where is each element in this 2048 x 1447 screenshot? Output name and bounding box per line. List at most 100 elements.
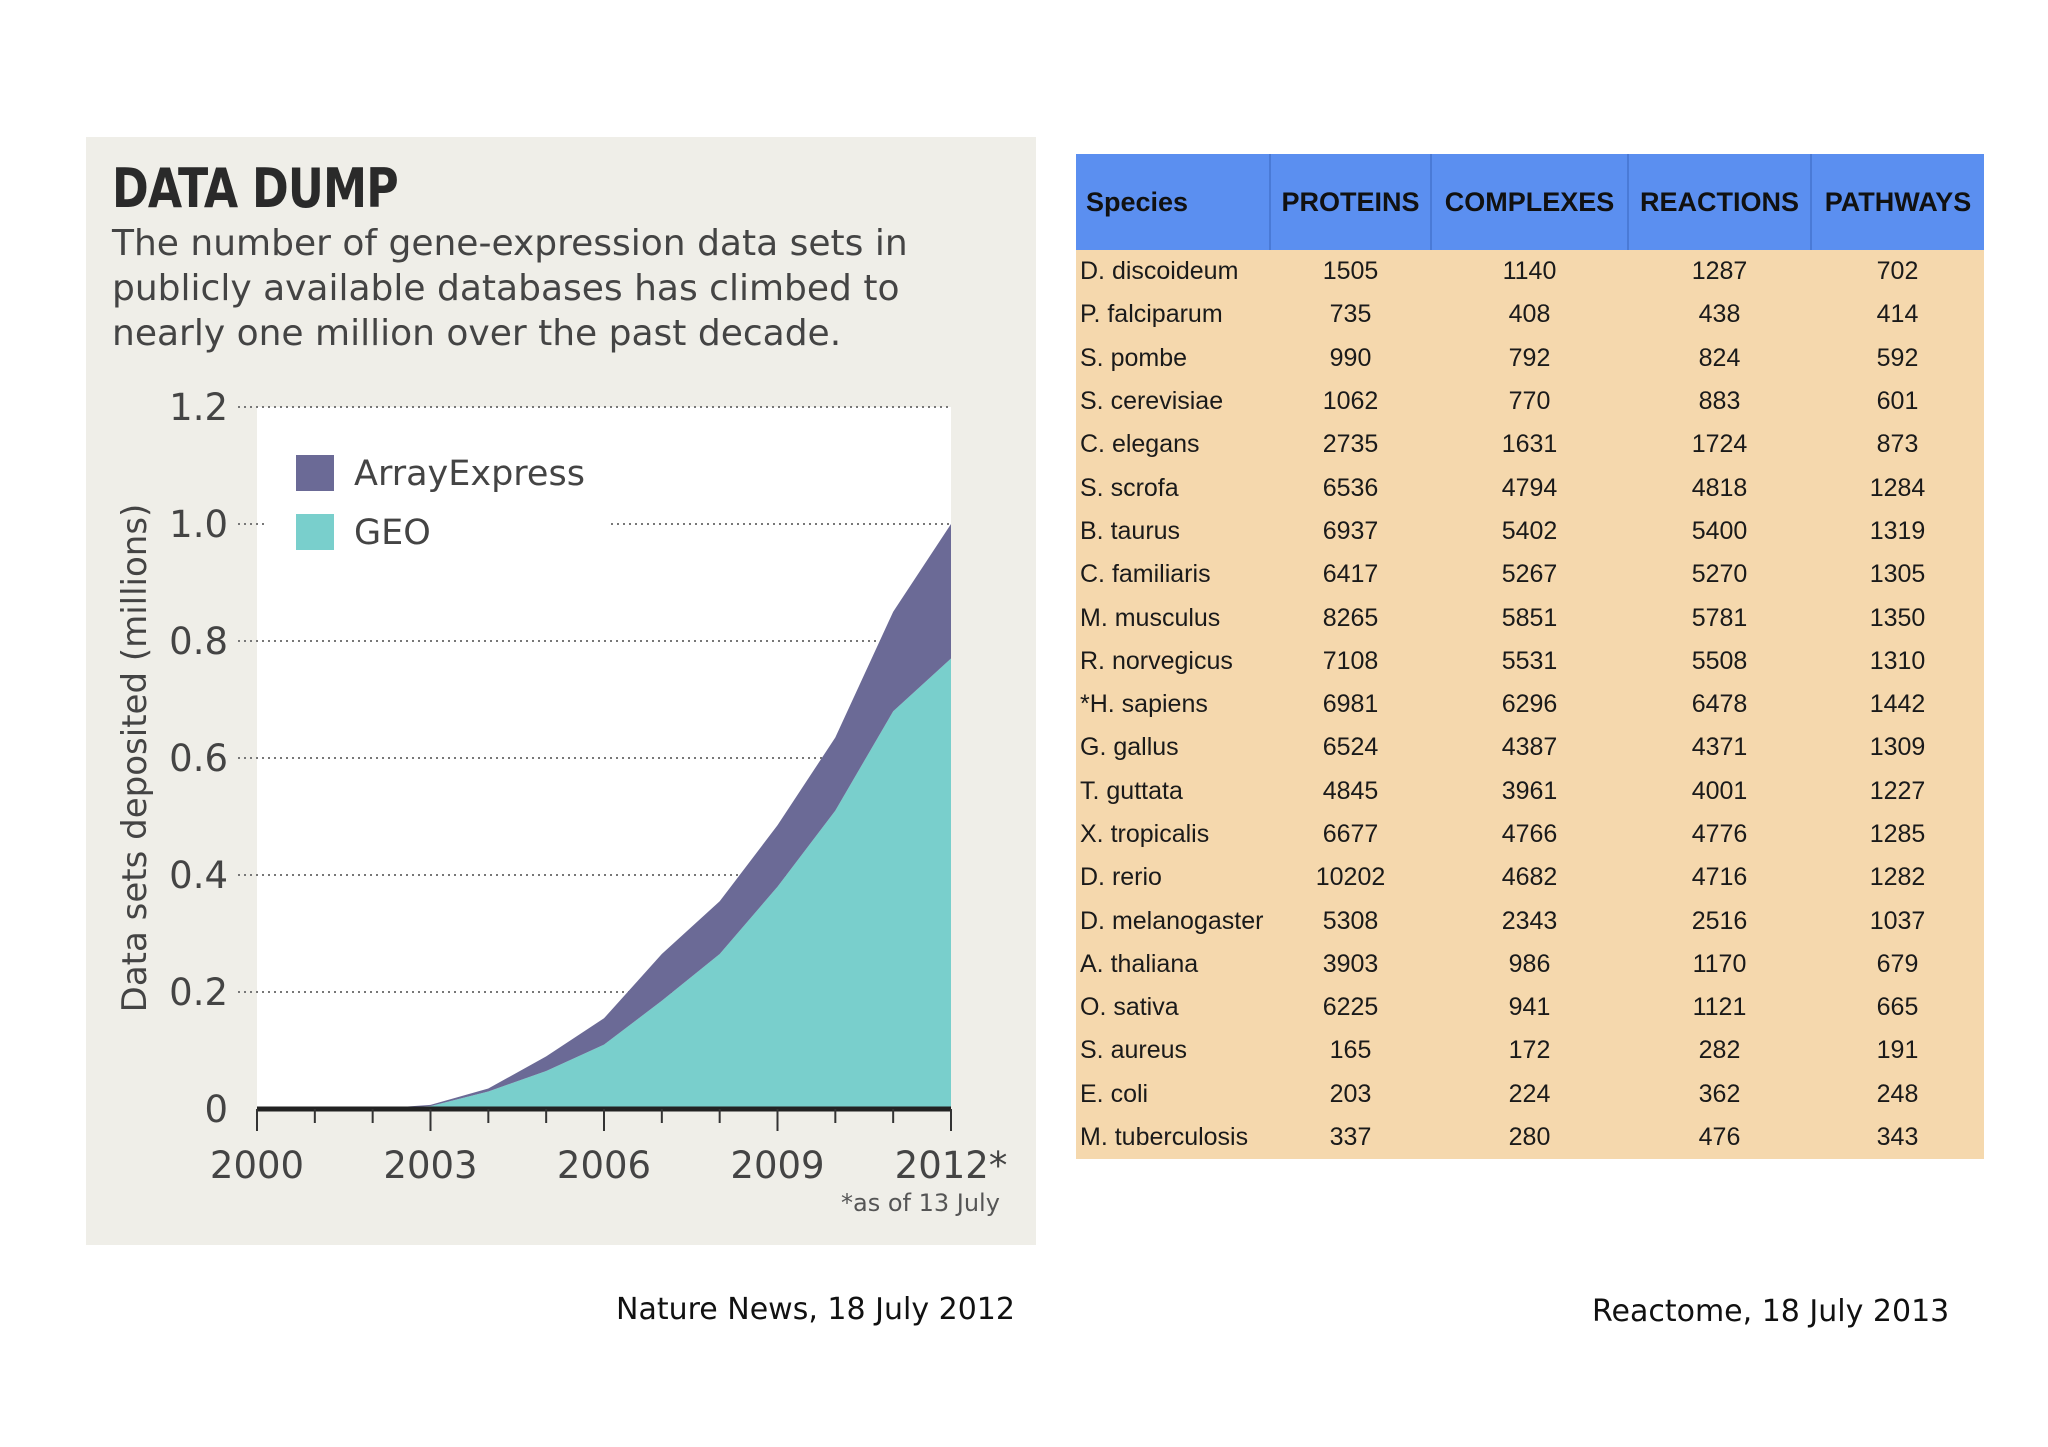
species-cell: A. thaliana: [1076, 942, 1270, 987]
table-row: D. rerio 10202 4682 4716 1282: [1076, 856, 1984, 900]
count-cell-reactions: 883: [1628, 379, 1811, 424]
table-row: S. scrofa 6536 4794 4818 1284: [1076, 466, 1984, 510]
count-cell-complexes: 1140: [1431, 250, 1628, 294]
species-cell: M. musculus: [1076, 596, 1270, 640]
count-cell-reactions: 6478: [1628, 682, 1811, 727]
count-cell-proteins: 1505: [1270, 250, 1431, 294]
count-cell-complexes: 5531: [1431, 639, 1628, 683]
species-cell: D. rerio: [1076, 856, 1270, 900]
count-cell-pathways: 414: [1811, 293, 1984, 337]
count-cell-reactions: 438: [1628, 293, 1811, 337]
table-row: M. musculus 8265 5851 5781 1350: [1076, 596, 1984, 640]
count-cell-pathways: 1309: [1811, 726, 1984, 770]
count-cell-proteins: 6981: [1270, 682, 1431, 727]
table-row: T. guttata 4845 3961 4001 1227: [1076, 769, 1984, 813]
table-row: S. cerevisiae 1062 770 883 601: [1076, 379, 1984, 424]
count-cell-complexes: 5267: [1431, 553, 1628, 597]
count-cell-complexes: 1631: [1431, 423, 1628, 467]
count-cell-proteins: 1062: [1270, 379, 1431, 424]
table-row: M. tuberculosis 337 280 476 343: [1076, 1115, 1984, 1160]
count-cell-proteins: 6536: [1270, 466, 1431, 510]
x-tick-label-2012*: 2012*: [895, 1144, 1008, 1187]
count-cell-reactions: 1170: [1628, 942, 1811, 987]
count-cell-complexes: 4794: [1431, 466, 1628, 510]
legend-swatch-arrayexpress: [296, 455, 334, 491]
table-row: X. tropicalis 6677 4766 4776 1285: [1076, 812, 1984, 857]
count-cell-proteins: 8265: [1270, 596, 1431, 640]
count-cell-complexes: 280: [1431, 1115, 1628, 1160]
species-cell: M. tuberculosis: [1076, 1115, 1270, 1160]
count-cell-pathways: 665: [1811, 986, 1984, 1030]
species-cell: C. familiaris: [1076, 553, 1270, 597]
table-row: B. taurus 6937 5402 5400 1319: [1076, 509, 1984, 554]
count-cell-complexes: 408: [1431, 293, 1628, 337]
species-cell: E. coli: [1076, 1072, 1270, 1116]
count-cell-pathways: 191: [1811, 1029, 1984, 1073]
table-row: *H. sapiens 6981 6296 6478 1442: [1076, 682, 1984, 727]
x-tick-label-2003: 2003: [383, 1144, 477, 1187]
species-cell: R. norvegicus: [1076, 639, 1270, 683]
table-row: C. elegans 2735 1631 1724 873: [1076, 423, 1984, 467]
chart-footnote: *as of 13 July: [841, 1189, 1000, 1217]
species-cell: X. tropicalis: [1076, 812, 1270, 857]
chart-subtitle: The number of gene-expression data sets …: [112, 223, 908, 354]
count-cell-reactions: 4001: [1628, 769, 1811, 813]
count-cell-pathways: 1350: [1811, 596, 1984, 640]
count-cell-complexes: 941: [1431, 986, 1628, 1030]
species-cell: G. gallus: [1076, 726, 1270, 770]
legend-swatch-geo: [296, 514, 334, 550]
count-cell-reactions: 362: [1628, 1072, 1811, 1116]
species-cell: S. scrofa: [1076, 466, 1270, 510]
caption-nature-news: Nature News, 18 July 2012: [616, 1292, 1015, 1327]
gene-expression-area-chart: ArrayExpress GEO 2000 2003 2006 2009 2012* 0 0.2…: [115, 386, 1008, 1187]
count-cell-proteins: 6225: [1270, 986, 1431, 1030]
count-cell-reactions: 4818: [1628, 466, 1811, 510]
count-cell-complexes: 770: [1431, 379, 1628, 424]
count-cell-reactions: 2516: [1628, 899, 1811, 943]
column-header-proteins: PROTEINS: [1270, 154, 1432, 250]
count-cell-proteins: 7108: [1270, 639, 1431, 683]
count-cell-pathways: 1285: [1811, 812, 1984, 857]
species-cell: D. melanogaster: [1076, 899, 1270, 943]
column-header-reactions: REACTIONS: [1628, 154, 1812, 250]
species-cell: B. taurus: [1076, 509, 1270, 554]
legend-label-geo: GEO: [354, 513, 431, 553]
table-row: A. thaliana 3903 986 1170 679: [1076, 942, 1984, 987]
count-cell-proteins: 3903: [1270, 942, 1431, 987]
count-cell-pathways: 1282: [1811, 856, 1984, 900]
count-cell-reactions: 282: [1628, 1029, 1811, 1073]
y-tick-label-1.2: 1.2: [169, 386, 228, 429]
count-cell-proteins: 990: [1270, 336, 1431, 380]
count-cell-proteins: 735: [1270, 293, 1431, 337]
count-cell-reactions: 1121: [1628, 986, 1811, 1030]
count-cell-proteins: 6417: [1270, 553, 1431, 597]
reactome-table-container: Species PROTEINS COMPLEXES REACTIONS PATHWAY…: [1076, 154, 1984, 1160]
count-cell-pathways: 1284: [1811, 466, 1984, 510]
count-cell-complexes: 2343: [1431, 899, 1628, 943]
count-cell-reactions: 5400: [1628, 509, 1811, 554]
count-cell-pathways: 1319: [1811, 509, 1984, 554]
count-cell-complexes: 4766: [1431, 812, 1628, 857]
species-cell: S. cerevisiae: [1076, 379, 1270, 424]
count-cell-proteins: 4845: [1270, 769, 1431, 813]
species-cell: P. falciparum: [1076, 293, 1270, 337]
count-cell-pathways: 592: [1811, 336, 1984, 380]
count-cell-complexes: 792: [1431, 336, 1628, 380]
count-cell-reactions: 1287: [1628, 250, 1811, 294]
count-cell-pathways: 679: [1811, 942, 1984, 987]
count-cell-proteins: 10202: [1270, 856, 1431, 900]
count-cell-pathways: 1037: [1811, 899, 1984, 943]
count-cell-pathways: 702: [1811, 250, 1984, 294]
species-cell: S. aureus: [1076, 1029, 1270, 1073]
reactome-species-table: Species PROTEINS COMPLEXES REACTIONS PATHWAY…: [1076, 154, 1984, 1160]
count-cell-complexes: 4387: [1431, 726, 1628, 770]
count-cell-complexes: 986: [1431, 942, 1628, 987]
count-cell-complexes: 6296: [1431, 682, 1628, 727]
table-header-row: Species PROTEINS COMPLEXES REACTIONS PATHWAY…: [1076, 154, 1984, 250]
count-cell-complexes: 224: [1431, 1072, 1628, 1116]
species-cell: D. discoideum: [1076, 250, 1270, 294]
count-cell-pathways: 248: [1811, 1072, 1984, 1116]
table-row: R. norvegicus 7108 5531 5508 1310: [1076, 639, 1984, 683]
count-cell-pathways: 1305: [1811, 553, 1984, 597]
y-tick-label-0.8: 0.8: [169, 620, 228, 663]
